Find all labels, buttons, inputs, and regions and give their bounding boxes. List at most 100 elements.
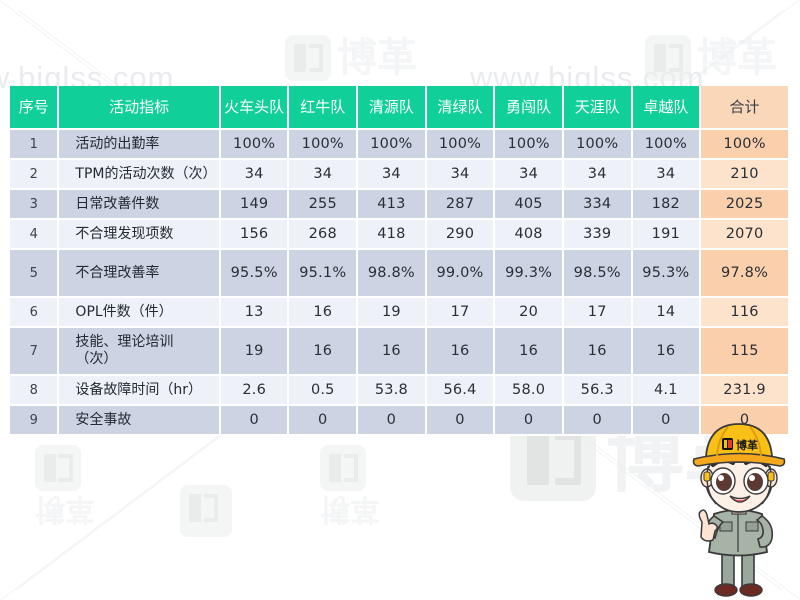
cell-total: 116	[700, 297, 790, 328]
row-index: 3	[10, 189, 60, 220]
table-row: 8 设备故障时间（hr） 2.6 0.5 53.8 56.4 58.0 56.3 4.1 231.…	[10, 375, 790, 406]
cell-value: 191	[631, 219, 702, 250]
cell-value: 99.3%	[494, 249, 564, 298]
row-index: 9	[10, 405, 60, 436]
cell-value: 95.3%	[631, 249, 702, 298]
table-row: 3 日常改善件数 149 255 413 287 405 334 182 2025	[10, 189, 790, 220]
cell-value: 95.5%	[219, 249, 290, 298]
cell-value: 287	[425, 189, 496, 220]
cell-total: 210	[700, 159, 790, 190]
cell-value: 16	[494, 327, 564, 376]
cell-value: 16	[631, 327, 702, 376]
cell-value: 20	[494, 297, 564, 328]
cell-value: 16	[562, 327, 633, 376]
table-header-t1: 火车头队	[219, 86, 290, 130]
cell-value: 99.0%	[425, 249, 496, 298]
cell-total: 100%	[700, 129, 790, 160]
row-metric-label: TPM的活动次数（次）	[58, 159, 221, 190]
watermark-brand-text: 博革	[697, 35, 777, 81]
row-metric-label: 技能、理论培训 （次）	[58, 327, 221, 376]
cell-value: 56.3	[562, 375, 633, 406]
biglss-mark-icon	[645, 35, 691, 81]
table-header-t2: 红牛队	[288, 86, 359, 130]
cell-value: 16	[357, 327, 427, 376]
biglss-mark-icon	[35, 445, 81, 491]
cell-value: 0	[425, 405, 496, 436]
cell-value: 156	[219, 219, 290, 250]
table-header-t7: 卓越队	[631, 86, 702, 130]
table-header-t4: 清绿队	[425, 86, 496, 130]
table-header-row: 序号 活动指标 火车头队 红牛队 清源队 清绿队 勇闯队 天涯队 卓越队 合计	[10, 86, 790, 130]
row-index: 4	[10, 219, 60, 250]
table-header-t5: 勇闯队	[494, 86, 564, 130]
cell-value: 100%	[357, 129, 427, 160]
cell-value: 17	[562, 297, 633, 328]
row-metric-label: 不合理改善率	[58, 249, 221, 298]
table-header: 序号 活动指标 火车头队 红牛队 清源队 清绿队 勇闯队 天涯队 卓越队 合计	[10, 86, 790, 130]
row-index: 6	[10, 297, 60, 328]
cell-total: 115	[700, 327, 790, 376]
cell-value: 34	[494, 159, 564, 190]
cell-value: 16	[288, 297, 359, 328]
watermark-logo-flipped: 博革	[320, 445, 380, 526]
row-metric-label: 不合理发现项数	[58, 219, 221, 250]
worker-mascot: 博革	[692, 423, 786, 597]
cell-value: 13	[219, 297, 290, 328]
cell-value: 34	[219, 159, 290, 190]
cell-value: 408	[494, 219, 564, 250]
cell-value: 339	[562, 219, 633, 250]
row-index: 1	[10, 129, 60, 160]
table-body: 1 活动的出勤率 100% 100% 100% 100% 100% 100% 100% 100% 2…	[10, 129, 790, 436]
metrics-table-container: 序号 活动指标 火车头队 红牛队 清源队 清绿队 勇闯队 天涯队 卓越队 合计 1 活动的出勤率 10…	[10, 86, 790, 436]
table-row: 4 不合理发现项数 156 268 418 290 408 339 191 2070	[10, 219, 790, 250]
cell-total: 2025	[700, 189, 790, 220]
biglss-mark-icon	[180, 485, 232, 537]
cell-value: 268	[288, 219, 359, 250]
cell-value: 34	[562, 159, 633, 190]
cell-value: 95.1%	[288, 249, 359, 298]
row-index: 5	[10, 249, 60, 298]
watermark-brand-text: 博革	[337, 35, 417, 81]
table-row: 2 TPM的活动次数（次） 34 34 34 34 34 34 34 210	[10, 159, 790, 190]
cell-value: 19	[357, 297, 427, 328]
cell-value: 34	[425, 159, 496, 190]
cell-value: 405	[494, 189, 564, 220]
cell-value: 100%	[288, 129, 359, 160]
table-row: 1 活动的出勤率 100% 100% 100% 100% 100% 100% 100% 100%	[10, 129, 790, 160]
cell-value: 149	[219, 189, 290, 220]
watermark-logo-flipped: 博革	[35, 445, 95, 526]
table-header-idx: 序号	[10, 86, 60, 130]
cell-value: 0	[219, 405, 290, 436]
biglss-mark-icon	[320, 445, 366, 491]
row-metric-label: OPL件数（件）	[58, 297, 221, 328]
cell-value: 0	[357, 405, 427, 436]
cell-value: 2.6	[219, 375, 290, 406]
table-row: 9 安全事故 0 0 0 0 0 0 0 0	[10, 405, 790, 436]
cell-value: 17	[425, 297, 496, 328]
table-row: 5 不合理改善率 95.5% 95.1% 98.8% 99.0% 99.3% 98.5% 95.…	[10, 249, 790, 298]
cell-value: 56.4	[425, 375, 496, 406]
cell-value: 34	[357, 159, 427, 190]
svg-text:博革: 博革	[736, 438, 758, 452]
cell-value: 14	[631, 297, 702, 328]
cell-value: 100%	[562, 129, 633, 160]
cell-value: 182	[631, 189, 702, 220]
helmet-logo-icon: 博革	[722, 438, 758, 452]
row-index: 7	[10, 327, 60, 376]
cell-value: 413	[357, 189, 427, 220]
row-metric-label: 日常改善件数	[58, 189, 221, 220]
cell-value: 100%	[631, 129, 702, 160]
watermark-mark-center	[180, 485, 232, 537]
row-metric-label: 设备故障时间（hr）	[58, 375, 221, 406]
table-header-t6: 天涯队	[562, 86, 633, 130]
row-index: 2	[10, 159, 60, 190]
cell-value: 0	[562, 405, 633, 436]
cell-total: 2070	[700, 219, 790, 250]
cell-total: 231.9	[700, 375, 790, 406]
cell-value: 334	[562, 189, 633, 220]
table-header-metric: 活动指标	[58, 86, 221, 130]
cell-value: 0	[288, 405, 359, 436]
biglss-mark-icon	[285, 35, 331, 81]
watermark-brand-text: 博革	[320, 491, 380, 526]
cell-value: 53.8	[357, 375, 427, 406]
